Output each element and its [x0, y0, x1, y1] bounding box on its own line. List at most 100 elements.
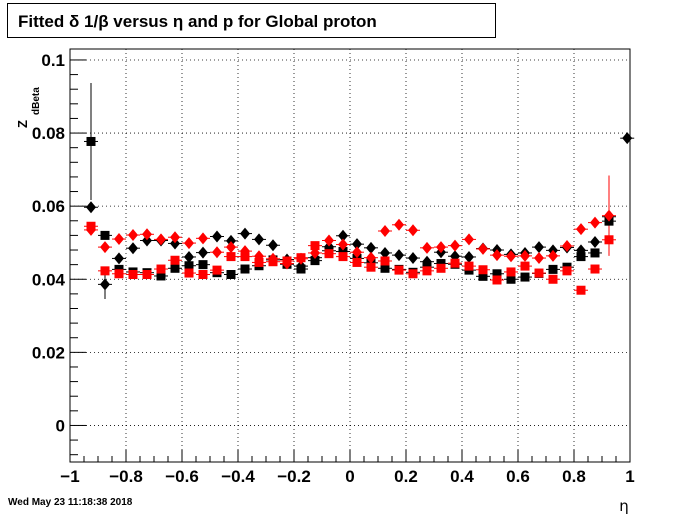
diamond-marker — [142, 228, 152, 241]
diamond-marker — [338, 238, 348, 251]
diamond-marker — [366, 251, 376, 264]
square-marker — [240, 264, 250, 274]
diamond-marker — [114, 233, 124, 246]
x-tick-label: −1 — [60, 467, 79, 486]
diamond-marker — [324, 234, 334, 247]
diamond-marker — [352, 238, 362, 251]
square-marker — [128, 270, 138, 280]
diamond-marker — [198, 232, 208, 245]
diamond-marker — [86, 223, 96, 236]
square-marker — [464, 261, 474, 271]
square-marker — [492, 269, 502, 279]
diamond-marker — [128, 242, 138, 255]
data-markers — [86, 132, 633, 295]
diamond-marker — [576, 244, 586, 257]
diamond-marker — [100, 278, 110, 291]
diamond-marker — [622, 132, 633, 145]
diamond-marker — [506, 250, 516, 263]
diamond-marker — [226, 234, 236, 247]
diamond-marker — [338, 229, 348, 242]
diamond-marker — [226, 241, 236, 254]
diamond-marker — [394, 218, 404, 231]
diamond-marker — [534, 252, 544, 265]
diamond-marker — [268, 239, 278, 252]
x-tick-label: 0.4 — [450, 467, 474, 486]
diamond-marker — [548, 249, 558, 262]
square-marker — [590, 248, 600, 258]
diamond-marker — [366, 241, 376, 254]
diamond-marker — [422, 241, 432, 254]
square-marker — [100, 266, 110, 276]
x-tick-label: −0.6 — [165, 467, 199, 486]
diamond-marker — [380, 225, 390, 238]
diamond-marker — [534, 241, 544, 254]
square-marker — [478, 271, 488, 281]
square-marker — [380, 256, 390, 266]
square-marker — [338, 252, 348, 262]
diamond-marker — [198, 246, 208, 259]
diamond-marker — [492, 249, 502, 262]
diamond-marker — [422, 255, 432, 268]
square-marker — [380, 263, 390, 273]
square-marker — [170, 255, 180, 265]
diamond-marker — [86, 201, 96, 214]
diamond-marker — [100, 241, 110, 254]
y-tick-label: 0.02 — [32, 343, 65, 362]
square-marker — [576, 285, 586, 295]
square-marker — [254, 257, 264, 267]
square-marker — [198, 260, 208, 270]
square-marker — [212, 265, 222, 275]
plot-frame — [69, 48, 631, 463]
square-marker — [548, 274, 558, 284]
square-marker — [100, 230, 110, 240]
diamond-marker — [142, 234, 152, 247]
square-marker — [86, 136, 96, 146]
y-tick-label: 0.1 — [41, 51, 65, 70]
square-marker — [170, 263, 180, 273]
diamond-marker — [212, 230, 222, 243]
y-tick-label: 0 — [56, 416, 65, 435]
square-marker — [226, 252, 236, 262]
diamond-marker — [394, 249, 404, 262]
diamond-marker — [408, 224, 418, 237]
square-marker — [198, 270, 208, 280]
chart-title: Fitted δ 1/β versus η and p for Global p… — [18, 12, 377, 31]
diamond-marker — [450, 239, 460, 252]
y-tick-label: 0.04 — [32, 270, 66, 289]
square-marker — [156, 264, 166, 274]
diamond-marker — [268, 252, 278, 265]
x-tick-label: −0.8 — [109, 467, 143, 486]
diamond-marker — [254, 233, 264, 246]
diamond-marker — [282, 257, 292, 270]
title-box: Fitted δ 1/β versus η and p for Global p… — [7, 3, 496, 38]
square-marker — [562, 266, 572, 276]
square-marker — [156, 271, 166, 281]
square-marker — [576, 252, 586, 262]
diamond-marker — [562, 239, 572, 252]
timestamp: Wed May 23 11:18:38 2018 — [8, 497, 133, 508]
square-marker — [478, 265, 488, 275]
diamond-marker — [576, 223, 586, 236]
diamond-marker — [408, 252, 418, 265]
diamond-marker — [240, 245, 250, 258]
diamond-marker — [352, 246, 362, 259]
axis-ticks — [69, 59, 631, 462]
diamond-marker — [170, 231, 180, 244]
square-marker — [352, 257, 362, 267]
y-tick-label: 0.08 — [32, 124, 65, 143]
square-marker — [226, 270, 236, 280]
diamond-marker — [436, 241, 446, 254]
square-marker — [534, 268, 544, 278]
x-tick-label: 0.6 — [506, 467, 530, 486]
diamond-marker — [296, 260, 306, 273]
diamond-marker — [212, 246, 222, 259]
y-tick-label: 0.06 — [32, 197, 65, 216]
x-tick-label: 1 — [625, 467, 634, 486]
y-axis-label-subscript: dBeta — [31, 87, 42, 115]
square-marker — [520, 272, 530, 282]
square-marker — [184, 261, 194, 271]
diamond-marker — [604, 209, 614, 222]
square-marker — [436, 259, 446, 269]
x-tick-label: −0.2 — [277, 467, 311, 486]
